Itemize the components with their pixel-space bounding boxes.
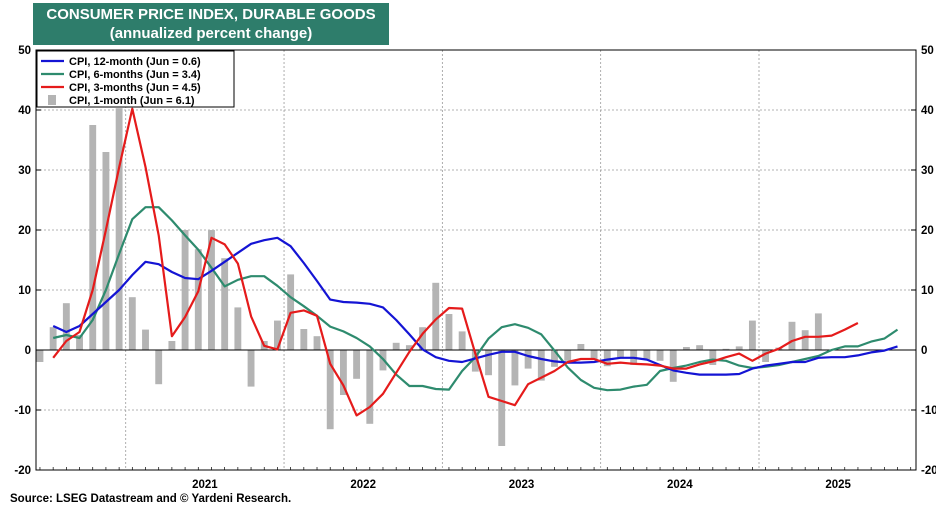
bar-cpi-1-month [551, 350, 558, 367]
bar-cpi-1-month [683, 347, 690, 350]
y-tick-label-right: 50 [921, 45, 934, 57]
bar-cpi-1-month [339, 350, 347, 395]
y-tick-label-left: 30 [18, 165, 31, 177]
bar-cpi-1-month [89, 125, 97, 350]
bar-cpi-1-month [498, 350, 506, 446]
y-tick-label-left: -20 [14, 465, 31, 477]
legend-label-3m: CPI, 3-months (Jun = 4.5) [69, 82, 201, 94]
bar-cpi-1-month [669, 350, 677, 382]
bar-cpi-1-month [511, 350, 519, 386]
bar-series-cpi-1-month [36, 108, 822, 446]
chart-subtitle: (annualized percent change) [109, 25, 313, 42]
y-axis-left: 50 40 30 20 10 0 -10 -20 [14, 45, 41, 477]
bar-cpi-1-month [524, 350, 532, 369]
bar-cpi-1-month [221, 258, 229, 350]
x-tick-label: 2021 [192, 479, 218, 491]
x-tick-label: 2022 [350, 479, 376, 491]
x-tick-label: 2024 [667, 479, 693, 491]
bar-cpi-1-month [814, 313, 822, 350]
bar-cpi-1-month [788, 321, 796, 350]
bar-cpi-1-month [735, 346, 743, 350]
y-tick-label-right: 30 [921, 165, 934, 177]
bar-cpi-1-month [432, 282, 440, 350]
y-tick-label-left: -10 [14, 405, 31, 417]
bar-cpi-1-month [762, 350, 770, 362]
bar-cpi-1-month [128, 297, 136, 350]
y-tick-label-left: 20 [18, 225, 31, 237]
plot-frame [35, 49, 917, 471]
bar-cpi-1-month [326, 350, 334, 430]
bar-cpi-1-month [366, 350, 374, 424]
bar-cpi-1-month [471, 350, 479, 372]
y-tick-label-right: 20 [921, 225, 934, 237]
legend-box [36, 50, 235, 108]
chart-title: CONSUMER PRICE INDEX, DURABLE GOODS [46, 6, 376, 23]
bar-cpi-1-month [656, 350, 664, 361]
bar-cpi-1-month [392, 342, 400, 350]
bar-cpi-1-month [194, 249, 202, 350]
bar-cpi-1-month [353, 350, 361, 379]
bar-cpi-1-month [155, 350, 163, 385]
y-tick-label-left: 40 [18, 105, 31, 117]
bar-cpi-1-month [748, 320, 756, 350]
line-cpi-12-month [52, 236, 898, 376]
y-tick-label-left: 0 [25, 345, 31, 357]
y-tick-label-right: -20 [921, 465, 936, 477]
source-note: Source: LSEG Datastream and © Yardeni Re… [10, 493, 292, 505]
bar-cpi-1-month [208, 230, 215, 350]
legend-label-12m: CPI, 12-month (Jun = 0.6) [69, 56, 201, 68]
bar-cpi-1-month [445, 314, 453, 350]
bar-cpi-1-month [696, 345, 704, 350]
line-cpi-3-months [52, 107, 859, 417]
y-axis-right: 50 40 30 20 10 0 -10 -20 [911, 45, 936, 477]
bar-cpi-1-month [709, 350, 717, 365]
grid-lines [36, 49, 916, 471]
y-tick-label-right: 10 [921, 285, 934, 297]
x-axis: 2021 2022 2023 2024 2025 [39, 467, 912, 491]
legend: CPI, 12-month (Jun = 0.6) CPI, 6-months … [36, 50, 235, 108]
bar-cpi-1-month [181, 230, 189, 350]
y-tick-label-right: 0 [921, 345, 927, 357]
bar-cpi-1-month [643, 350, 651, 360]
bar-cpi-1-month [115, 108, 123, 350]
x-tick-label: 2023 [509, 479, 535, 491]
bar-cpi-1-month [49, 327, 57, 350]
bar-cpi-1-month [537, 350, 545, 381]
bar-cpi-1-month [102, 152, 110, 350]
bar-cpi-1-month [247, 350, 255, 387]
bar-cpi-1-month [590, 350, 598, 360]
bar-cpi-1-month [485, 350, 492, 376]
y-tick-label-right: 40 [921, 105, 934, 117]
y-tick-label-left: 50 [18, 45, 31, 57]
legend-label-1m: CPI, 1-month (Jun = 6.1) [69, 95, 195, 107]
line-series [52, 107, 899, 417]
bar-cpi-1-month [76, 335, 83, 350]
bar-cpi-1-month [36, 350, 44, 362]
bar-cpi-1-month [234, 307, 242, 350]
bar-cpi-1-month [62, 303, 70, 350]
bar-cpi-1-month [801, 330, 809, 350]
y-tick-label-left: 10 [18, 285, 31, 297]
bar-cpi-1-month [405, 345, 413, 350]
x-tick-label: 2025 [825, 479, 851, 491]
bar-cpi-1-month [142, 329, 149, 350]
y-tick-label-right: -10 [921, 405, 936, 417]
bar-cpi-1-month [617, 350, 624, 358]
legend-swatch-1m [48, 95, 56, 105]
bar-cpi-1-month [722, 348, 730, 350]
legend-label-6m: CPI, 6-months (Jun = 3.4) [69, 69, 201, 81]
bar-cpi-1-month [458, 331, 466, 350]
bar-cpi-1-month [419, 327, 426, 350]
bar-cpi-1-month [300, 329, 308, 350]
bar-cpi-1-month [274, 320, 281, 350]
bar-cpi-1-month [577, 344, 585, 350]
bar-cpi-1-month [313, 336, 321, 350]
bar-cpi-1-month [168, 341, 176, 350]
bar-cpi-1-month [564, 350, 572, 361]
chart-title-box: CONSUMER PRICE INDEX, DURABLE GOODS (ann… [33, 3, 389, 45]
bar-cpi-1-month [603, 350, 611, 367]
